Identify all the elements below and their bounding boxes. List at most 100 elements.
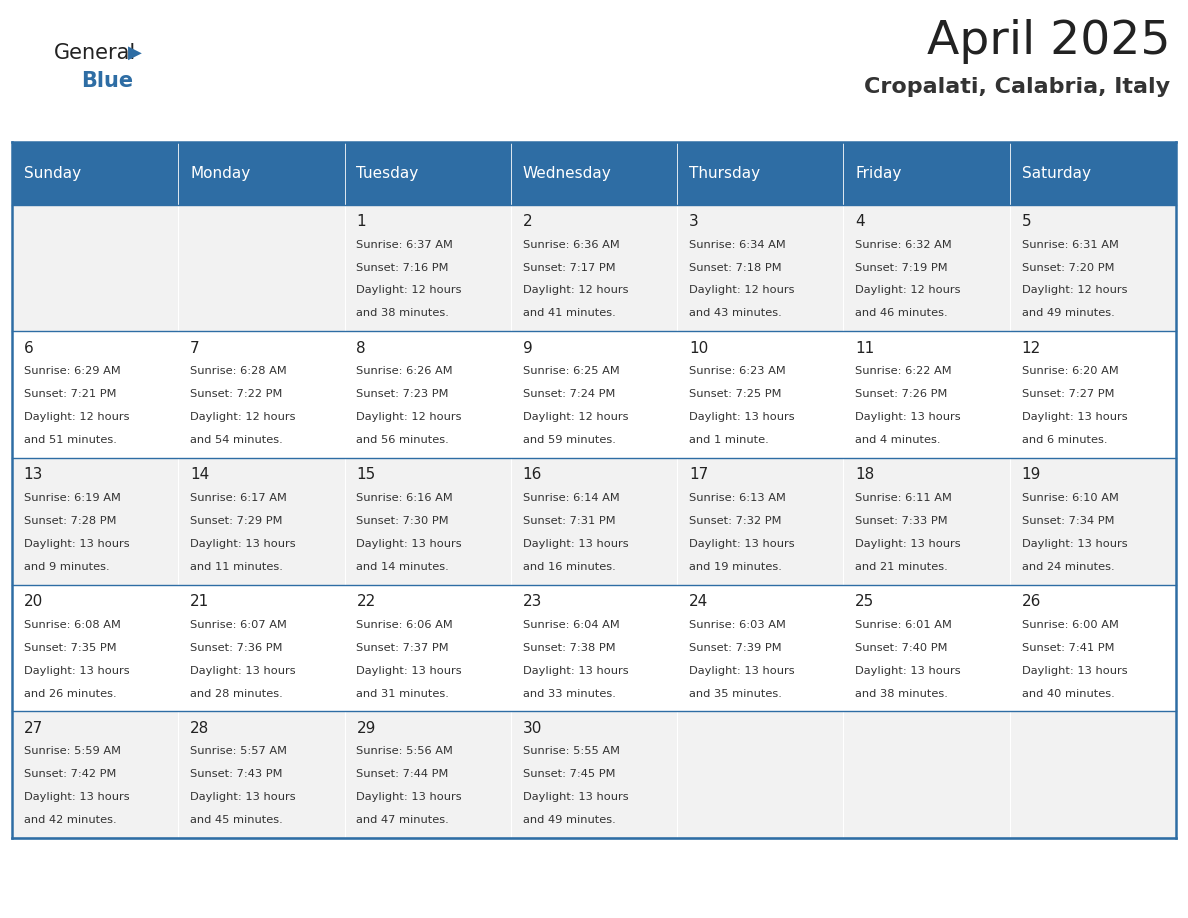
Text: Daylight: 12 hours: Daylight: 12 hours xyxy=(855,285,961,296)
Text: Sunrise: 6:13 AM: Sunrise: 6:13 AM xyxy=(689,493,786,503)
Text: Sunrise: 6:07 AM: Sunrise: 6:07 AM xyxy=(190,620,287,630)
Text: Sunrise: 6:34 AM: Sunrise: 6:34 AM xyxy=(689,240,785,250)
Text: Sunrise: 5:59 AM: Sunrise: 5:59 AM xyxy=(24,746,121,756)
Text: Sunset: 7:43 PM: Sunset: 7:43 PM xyxy=(190,769,283,779)
Text: Daylight: 13 hours: Daylight: 13 hours xyxy=(855,412,961,422)
Text: 11: 11 xyxy=(855,341,874,355)
Text: Daylight: 13 hours: Daylight: 13 hours xyxy=(855,666,961,676)
Text: and 40 minutes.: and 40 minutes. xyxy=(1022,688,1114,699)
Text: Sunrise: 5:57 AM: Sunrise: 5:57 AM xyxy=(190,746,287,756)
Text: Daylight: 12 hours: Daylight: 12 hours xyxy=(190,412,296,422)
Text: Sunrise: 6:23 AM: Sunrise: 6:23 AM xyxy=(689,366,785,376)
Text: Daylight: 13 hours: Daylight: 13 hours xyxy=(356,666,462,676)
Bar xyxy=(511,205,677,331)
Text: Sunset: 7:44 PM: Sunset: 7:44 PM xyxy=(356,769,449,779)
Text: and 49 minutes.: and 49 minutes. xyxy=(1022,308,1114,319)
Text: and 56 minutes.: and 56 minutes. xyxy=(356,435,449,445)
Text: Daylight: 13 hours: Daylight: 13 hours xyxy=(523,539,628,549)
Text: Sunset: 7:38 PM: Sunset: 7:38 PM xyxy=(523,643,615,653)
Text: Sunrise: 6:22 AM: Sunrise: 6:22 AM xyxy=(855,366,952,376)
Text: Sunset: 7:23 PM: Sunset: 7:23 PM xyxy=(356,389,449,399)
Text: and 33 minutes.: and 33 minutes. xyxy=(523,688,615,699)
Text: Daylight: 13 hours: Daylight: 13 hours xyxy=(1022,539,1127,549)
Bar xyxy=(178,711,345,838)
Bar xyxy=(12,585,178,711)
Text: Sunset: 7:21 PM: Sunset: 7:21 PM xyxy=(24,389,116,399)
Bar xyxy=(1010,142,1176,205)
Text: Daylight: 12 hours: Daylight: 12 hours xyxy=(24,412,129,422)
Text: Sunset: 7:31 PM: Sunset: 7:31 PM xyxy=(523,516,615,526)
Text: and 49 minutes.: and 49 minutes. xyxy=(523,815,615,825)
Bar xyxy=(843,458,1010,585)
Bar xyxy=(677,585,843,711)
Text: and 47 minutes.: and 47 minutes. xyxy=(356,815,449,825)
Text: Sunrise: 6:28 AM: Sunrise: 6:28 AM xyxy=(190,366,286,376)
Text: and 4 minutes.: and 4 minutes. xyxy=(855,435,941,445)
Text: 13: 13 xyxy=(24,467,43,482)
Text: Daylight: 13 hours: Daylight: 13 hours xyxy=(689,412,795,422)
Text: 27: 27 xyxy=(24,721,43,735)
Text: and 41 minutes.: and 41 minutes. xyxy=(523,308,615,319)
Text: Daylight: 13 hours: Daylight: 13 hours xyxy=(190,539,296,549)
Bar xyxy=(843,142,1010,205)
Text: Sunset: 7:39 PM: Sunset: 7:39 PM xyxy=(689,643,782,653)
Text: Sunrise: 6:08 AM: Sunrise: 6:08 AM xyxy=(24,620,121,630)
Text: Sunset: 7:27 PM: Sunset: 7:27 PM xyxy=(1022,389,1114,399)
Text: Daylight: 13 hours: Daylight: 13 hours xyxy=(1022,666,1127,676)
Text: Daylight: 13 hours: Daylight: 13 hours xyxy=(24,539,129,549)
Bar xyxy=(12,142,178,205)
Text: and 24 minutes.: and 24 minutes. xyxy=(1022,562,1114,572)
Text: 10: 10 xyxy=(689,341,708,355)
Bar xyxy=(178,585,345,711)
Bar xyxy=(178,458,345,585)
Text: 19: 19 xyxy=(1022,467,1041,482)
Text: 7: 7 xyxy=(190,341,200,355)
Text: 8: 8 xyxy=(356,341,366,355)
Bar xyxy=(1010,331,1176,458)
Text: and 35 minutes.: and 35 minutes. xyxy=(689,688,782,699)
Bar xyxy=(1010,205,1176,331)
Text: Sunset: 7:30 PM: Sunset: 7:30 PM xyxy=(356,516,449,526)
Text: Wednesday: Wednesday xyxy=(523,166,612,181)
Text: Daylight: 13 hours: Daylight: 13 hours xyxy=(190,666,296,676)
Text: Sunset: 7:35 PM: Sunset: 7:35 PM xyxy=(24,643,116,653)
Bar xyxy=(345,331,511,458)
Text: Daylight: 12 hours: Daylight: 12 hours xyxy=(356,412,462,422)
Text: and 14 minutes.: and 14 minutes. xyxy=(356,562,449,572)
Text: Sunrise: 6:20 AM: Sunrise: 6:20 AM xyxy=(1022,366,1118,376)
Text: 17: 17 xyxy=(689,467,708,482)
Bar xyxy=(1010,711,1176,838)
Text: Sunset: 7:33 PM: Sunset: 7:33 PM xyxy=(855,516,948,526)
Bar xyxy=(511,711,677,838)
Text: Sunrise: 6:19 AM: Sunrise: 6:19 AM xyxy=(24,493,121,503)
Text: Daylight: 13 hours: Daylight: 13 hours xyxy=(523,666,628,676)
Bar xyxy=(345,205,511,331)
Bar xyxy=(345,458,511,585)
Text: and 9 minutes.: and 9 minutes. xyxy=(24,562,109,572)
Text: Daylight: 13 hours: Daylight: 13 hours xyxy=(1022,412,1127,422)
Text: Thursday: Thursday xyxy=(689,166,760,181)
Text: Sunrise: 6:32 AM: Sunrise: 6:32 AM xyxy=(855,240,952,250)
Text: 23: 23 xyxy=(523,594,542,609)
Text: Sunset: 7:28 PM: Sunset: 7:28 PM xyxy=(24,516,116,526)
Text: and 21 minutes.: and 21 minutes. xyxy=(855,562,948,572)
Text: Sunset: 7:18 PM: Sunset: 7:18 PM xyxy=(689,263,782,273)
Bar xyxy=(178,331,345,458)
Text: and 51 minutes.: and 51 minutes. xyxy=(24,435,116,445)
Text: Daylight: 12 hours: Daylight: 12 hours xyxy=(523,285,628,296)
Text: Sunrise: 6:11 AM: Sunrise: 6:11 AM xyxy=(855,493,953,503)
Text: Sunrise: 5:56 AM: Sunrise: 5:56 AM xyxy=(356,746,454,756)
Text: April 2025: April 2025 xyxy=(927,18,1170,64)
Text: Daylight: 13 hours: Daylight: 13 hours xyxy=(689,666,795,676)
Text: and 54 minutes.: and 54 minutes. xyxy=(190,435,283,445)
Text: 2: 2 xyxy=(523,214,532,229)
Text: 20: 20 xyxy=(24,594,43,609)
Text: Sunset: 7:17 PM: Sunset: 7:17 PM xyxy=(523,263,615,273)
Text: Sunrise: 6:17 AM: Sunrise: 6:17 AM xyxy=(190,493,287,503)
Text: 15: 15 xyxy=(356,467,375,482)
Text: 21: 21 xyxy=(190,594,209,609)
Text: and 28 minutes.: and 28 minutes. xyxy=(190,688,283,699)
Text: Sunrise: 6:00 AM: Sunrise: 6:00 AM xyxy=(1022,620,1119,630)
Bar xyxy=(178,205,345,331)
Text: Tuesday: Tuesday xyxy=(356,166,418,181)
